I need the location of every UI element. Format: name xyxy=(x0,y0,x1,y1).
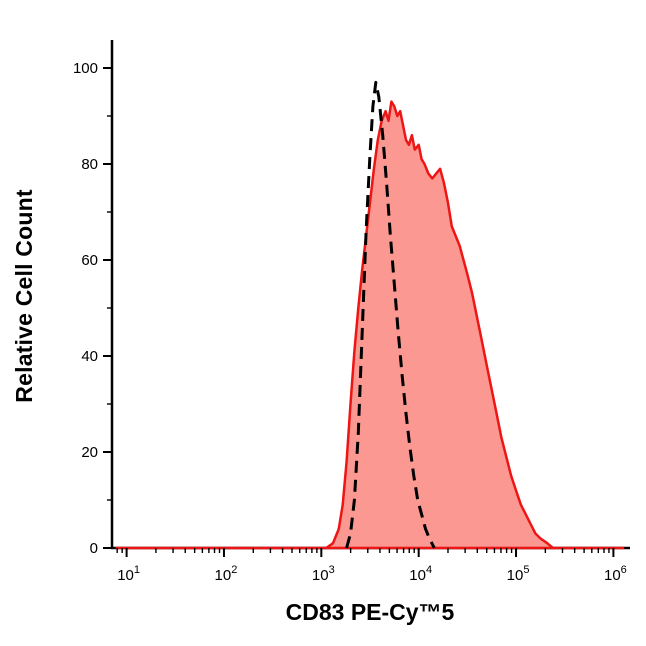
y-tick-label: 100 xyxy=(73,60,98,77)
x-tick-label: 106 xyxy=(604,564,627,584)
y-tick-label: 40 xyxy=(81,348,98,365)
y-tick-label: 0 xyxy=(90,540,98,557)
x-tick-label: 101 xyxy=(117,564,140,584)
red-histogram-curve xyxy=(115,100,625,550)
y-axis-ticks: 0 20 40 60 80 100 xyxy=(73,60,112,557)
y-axis-label: Relative Cell Count xyxy=(11,189,37,403)
x-tick-label: 105 xyxy=(507,564,530,584)
x-axis-ticks: 101 102 103 104 105 106 xyxy=(116,548,627,584)
y-tick-label: 20 xyxy=(81,444,98,461)
x-tick-label: 104 xyxy=(409,564,432,584)
x-axis-label: CD83 PE-Cy™5 xyxy=(285,599,455,625)
y-tick-label: 60 xyxy=(81,252,98,269)
dashed-control-curve xyxy=(345,80,436,549)
series-curves xyxy=(115,80,625,550)
x-tick-label: 103 xyxy=(312,564,335,584)
y-tick-label: 80 xyxy=(81,156,98,173)
x-tick-label: 102 xyxy=(215,564,238,584)
